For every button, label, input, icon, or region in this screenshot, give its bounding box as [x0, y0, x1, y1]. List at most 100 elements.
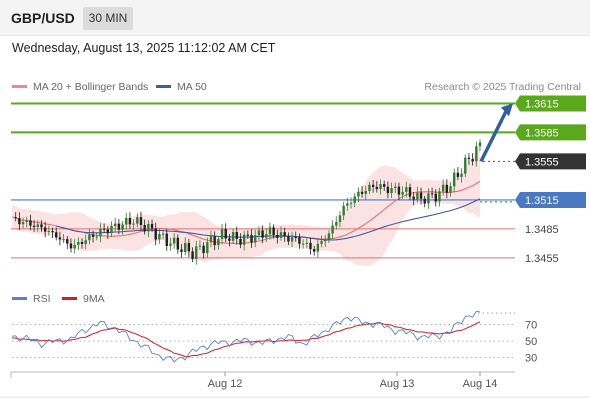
- candle-body: [397, 186, 401, 195]
- candle-body: [43, 227, 47, 232]
- rsi-label: RSI: [33, 293, 51, 305]
- candle-body: [88, 234, 91, 241]
- candle-body: [99, 228, 102, 237]
- candle-body: [224, 228, 227, 239]
- candle-body: [250, 234, 253, 243]
- candle-body: [261, 230, 264, 238]
- candle-body: [121, 224, 124, 230]
- candle-body: [430, 193, 434, 195]
- bollinger-band-area: [12, 144, 480, 266]
- candle-body: [217, 239, 220, 246]
- candle-body: [91, 234, 95, 237]
- x-tick-label: Aug 14: [463, 378, 498, 390]
- rsi-ma-swatch: [62, 296, 77, 300]
- candle-body: [298, 237, 301, 244]
- candle-body: [73, 244, 76, 249]
- candle-body: [47, 231, 51, 233]
- candle-body: [257, 230, 261, 236]
- x-axis: Aug 12 Aug 13 Aug 14: [0, 371, 590, 398]
- candle-body: [441, 184, 445, 192]
- forecast-arrowhead: [501, 103, 513, 117]
- candle-body: [231, 232, 235, 241]
- candle-body: [235, 232, 238, 239]
- price-tag-box: [515, 191, 586, 208]
- candle-body: [445, 184, 449, 193]
- candle-body: [390, 188, 393, 194]
- ma50-label: MA 50: [177, 81, 207, 93]
- candle-body: [32, 225, 36, 227]
- price-levels: [11, 102, 515, 259]
- candle-body: [195, 246, 198, 259]
- candle-body: [77, 241, 80, 245]
- candle-body: [29, 220, 32, 226]
- candle-body: [471, 158, 474, 162]
- candle-body: [423, 198, 426, 204]
- candle-body: [346, 203, 349, 206]
- rsi-panel: 70 50 30: [11, 310, 537, 365]
- candle-body: [106, 229, 110, 234]
- ma20-label: MA 20 + Bollinger Bands: [33, 81, 149, 93]
- candle-body: [125, 217, 128, 225]
- candle-body: [242, 234, 246, 245]
- candle-body: [66, 239, 69, 244]
- candle-body: [375, 186, 379, 190]
- candle-body: [202, 245, 205, 254]
- candle-body: [136, 217, 139, 224]
- candle-body: [349, 202, 353, 204]
- candle-body: [276, 234, 279, 238]
- candle-body: [265, 234, 268, 238]
- price-tag-label: 1.3615: [525, 99, 559, 111]
- rsi-swatch: [12, 296, 27, 300]
- candle-body: [335, 221, 338, 226]
- price-tag-box: [515, 124, 586, 141]
- candle-body: [438, 191, 441, 202]
- candle-body: [419, 192, 423, 199]
- candle-body: [312, 249, 316, 252]
- candle-body: [324, 239, 327, 242]
- bollinger-bands: [12, 144, 480, 266]
- candle-body: [331, 225, 334, 234]
- candle-body: [239, 238, 242, 245]
- price-label: 1.3455: [525, 253, 559, 265]
- x-tick-label: Aug 13: [380, 378, 415, 390]
- candle-body: [128, 217, 132, 225]
- candle-body: [449, 186, 452, 193]
- candle-body: [368, 184, 371, 191]
- ma50-line: [56, 198, 481, 241]
- candle-body: [272, 227, 275, 235]
- candle-body: [405, 187, 408, 192]
- candle-body: [51, 231, 54, 233]
- candle-body: [40, 224, 43, 228]
- candle-body: [220, 228, 224, 240]
- ma20-swatch: [12, 84, 27, 88]
- candle-body: [84, 240, 87, 244]
- candle-body: [158, 234, 161, 240]
- candle-body: [58, 237, 62, 240]
- candle-body: [69, 243, 73, 249]
- candle-body: [342, 205, 345, 216]
- candle-body: [18, 218, 21, 225]
- candle-body: [320, 241, 323, 244]
- candle-body: [154, 228, 157, 240]
- candle-body: [25, 220, 28, 223]
- candle-body: [55, 232, 58, 238]
- candle-body: [180, 249, 183, 252]
- ma50-swatch: [156, 84, 171, 88]
- timeframe-button[interactable]: 30 MIN: [83, 7, 133, 30]
- candle-body: [268, 227, 272, 235]
- candle-body: [102, 228, 106, 230]
- candle-body: [198, 245, 202, 247]
- candle-body: [475, 146, 478, 162]
- candle-body: [21, 222, 25, 225]
- candle-body: [408, 187, 412, 197]
- candle-body: [290, 237, 294, 242]
- candle-body: [287, 236, 290, 242]
- legend-rsi-ma: 9MA: [62, 293, 105, 305]
- candle-body: [309, 242, 312, 250]
- candle-body: [183, 243, 187, 252]
- legend-ma20: MA 20 + Bollinger Bands: [12, 81, 148, 93]
- candle-body: [456, 172, 460, 177]
- price-tag-label: 1.3515: [525, 195, 559, 207]
- candle-body: [95, 236, 98, 238]
- candles: [14, 103, 513, 265]
